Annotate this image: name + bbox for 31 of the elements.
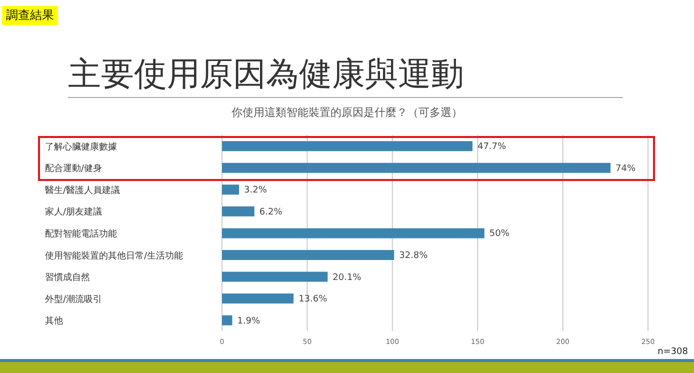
annotation: 74% [616,164,636,174]
y-tick-label: 醫生/醫護人員建議 [45,184,120,196]
bar [222,228,484,238]
annotation: 6.2% [259,207,283,218]
bar [222,250,394,260]
bar [222,184,240,195]
y-tick-label: 外型/潮流吸引 [45,294,102,305]
y-tick-label: 配對智能電話功能 [45,228,117,240]
bar [222,294,294,304]
y-tick-label: 其他 [45,316,63,327]
annotation: 32.8% [399,250,428,261]
y-tick-label: 使用智能裝置的其他日常/生活功能 [45,250,184,262]
bar [222,162,611,173]
annotation: 47.7% [477,142,507,152]
chart-title: 主要使用原因為健康與運動 [68,53,464,95]
bar [222,272,328,282]
annotation: 50% [489,229,510,240]
annotation: 13.6% [298,294,328,305]
text: n=308 [658,347,688,357]
bar [222,141,472,152]
y-tick-label: 配合運動/健身 [45,163,102,174]
bar [222,315,232,326]
chart-subtitle: 你使用這類智能裝置的原因是什麼？（可多選） [230,105,464,120]
bar [222,206,254,216]
y-tick-label: 習慣成自然 [45,272,90,284]
annotation: 3.2% [244,186,268,196]
y-tick-label: 了解心臟健康數據 [45,141,117,152]
text: 調查結果 [2,6,58,25]
annotation: 1.9% [237,316,261,326]
annotation: 20.1% [332,272,362,283]
y-tick-label: 家人/朋友建議 [45,206,102,218]
